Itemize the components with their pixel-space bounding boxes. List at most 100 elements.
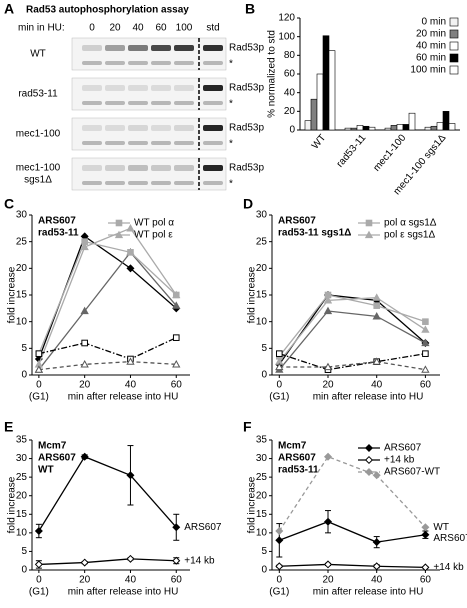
band xyxy=(82,141,102,145)
panel-label: E xyxy=(4,419,13,435)
series-line xyxy=(278,297,426,363)
legend-label: ARS607 xyxy=(384,443,422,454)
marker xyxy=(421,325,430,333)
bar xyxy=(310,98,318,131)
marker xyxy=(275,562,284,571)
marker xyxy=(275,526,284,536)
y-tick-label: 5 xyxy=(21,343,27,354)
band xyxy=(174,61,194,65)
y-tick-label: 5 xyxy=(261,546,267,557)
marker xyxy=(114,230,124,239)
band xyxy=(174,101,194,105)
y-tick-label: 5 xyxy=(261,343,267,354)
panel-label: C xyxy=(4,196,14,212)
x-tick-label: 60 xyxy=(171,575,183,586)
legend-label: WT pol ε xyxy=(134,230,173,241)
annotation: rad53-11 xyxy=(278,465,319,476)
band xyxy=(105,85,125,91)
marker xyxy=(276,350,283,357)
row-label: rad53-11 xyxy=(18,89,58,100)
marker xyxy=(35,350,43,357)
y-tick-label: 20 xyxy=(284,106,296,117)
bar xyxy=(384,127,392,131)
y-tick-label: 5 xyxy=(21,546,27,557)
x-tick-label: 20 xyxy=(79,575,91,586)
y-tick-label: 15 xyxy=(256,509,268,520)
marker xyxy=(364,455,374,465)
x-tick-label: 40 xyxy=(125,575,137,586)
panel-label: D xyxy=(243,196,253,212)
lane-label: 60 xyxy=(155,23,167,34)
marker xyxy=(422,318,429,325)
y-tick-label: 0 xyxy=(21,370,27,381)
y-tick-label: 0 xyxy=(21,565,27,576)
bar xyxy=(304,120,312,131)
legend-swatch xyxy=(449,53,459,63)
annotation: ARS607 xyxy=(278,453,316,464)
band-label: Rad53p xyxy=(229,123,264,134)
panel-label: B xyxy=(245,1,255,17)
marker xyxy=(275,362,284,371)
band xyxy=(203,61,223,65)
series-line xyxy=(38,240,177,354)
y-tick-label: 15 xyxy=(16,290,28,301)
marker xyxy=(115,219,123,227)
bar xyxy=(390,125,398,131)
series-line xyxy=(38,251,177,371)
band xyxy=(174,141,194,145)
bar xyxy=(316,73,324,131)
marker xyxy=(323,296,333,304)
x-note: (G1) xyxy=(29,392,49,403)
x-note: (G1) xyxy=(269,587,289,598)
y-tick-label: 20 xyxy=(16,490,28,501)
y-tick-label: 40 xyxy=(284,87,296,98)
band xyxy=(128,165,148,171)
x-tick-label: 0 xyxy=(277,380,283,391)
band xyxy=(174,181,194,185)
series-line xyxy=(278,294,426,365)
marker xyxy=(421,338,430,347)
legend-swatch xyxy=(449,41,459,51)
band xyxy=(174,165,194,171)
marker xyxy=(126,357,135,365)
y-axis-label: fold increase xyxy=(7,266,18,323)
band xyxy=(105,165,125,171)
band xyxy=(203,181,223,185)
band xyxy=(128,61,148,65)
series-line xyxy=(279,521,426,543)
band xyxy=(151,45,171,51)
marker xyxy=(81,339,88,347)
band xyxy=(151,181,171,185)
band xyxy=(128,101,148,105)
x-axis-label: min after release into HU xyxy=(68,392,179,403)
band xyxy=(151,61,171,65)
series-line xyxy=(279,353,426,371)
annotation: ARS607 xyxy=(278,216,316,227)
band xyxy=(105,61,125,65)
marker xyxy=(172,334,180,341)
x-tick-label: 60 xyxy=(420,575,432,586)
end-label: +14 kb xyxy=(184,555,215,566)
band xyxy=(82,101,102,105)
x-tick-label: 20 xyxy=(79,380,91,391)
legend-label: 20 min xyxy=(416,29,446,40)
series-line xyxy=(279,563,426,569)
marker xyxy=(372,538,381,547)
blot-strip xyxy=(71,117,227,151)
marker xyxy=(421,563,430,572)
band xyxy=(203,101,223,105)
marker xyxy=(126,224,135,232)
legend-swatch xyxy=(449,17,459,27)
marker xyxy=(323,517,333,526)
marker xyxy=(126,264,135,273)
annotation: rad53-11 xyxy=(38,228,79,239)
marker xyxy=(365,219,373,227)
series-line xyxy=(279,361,426,371)
lane-label: 100 xyxy=(176,23,193,34)
band xyxy=(82,125,102,131)
band-label: Rad53p xyxy=(229,83,264,94)
y-tick-label: 100 xyxy=(278,31,295,42)
y-tick-label: 25 xyxy=(256,472,268,483)
legend-label: pol ε sgs1Δ xyxy=(384,230,435,241)
bar xyxy=(442,111,450,131)
